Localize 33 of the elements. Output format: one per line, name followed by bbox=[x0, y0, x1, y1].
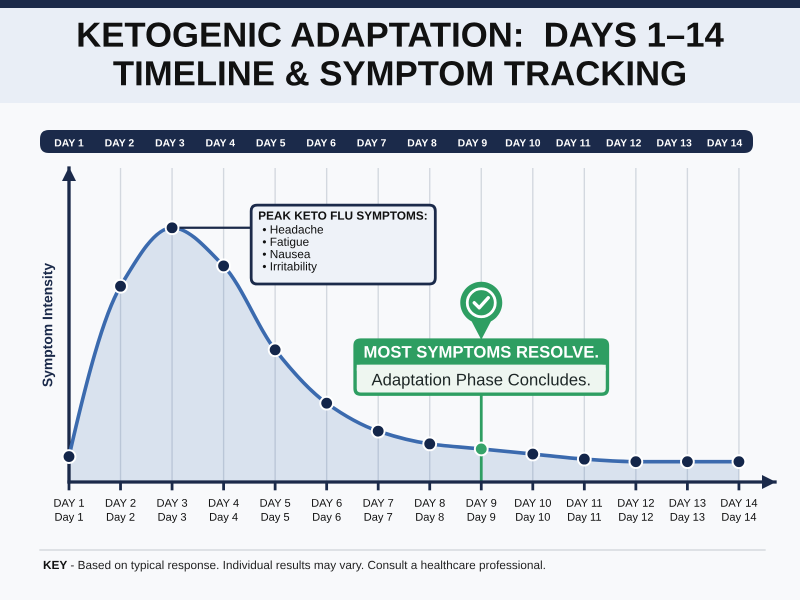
x-tick-label: DAY 11 Day 11 bbox=[567, 499, 602, 524]
x-tick-label: DAY 1 Day 1 bbox=[54, 499, 84, 524]
x-tick-label: DAY 5 Day 5 bbox=[260, 499, 290, 524]
x-tick-label: DAY 10 Day 10 bbox=[515, 498, 551, 524]
x-tick-label: DAY 13 Day 13 bbox=[670, 498, 706, 524]
text: DAY 1 bbox=[54, 139, 84, 146]
x-tick-label: DAY 14 Day 14 bbox=[721, 499, 758, 524]
x-tick-label: DAY 3 Day 3 bbox=[157, 498, 188, 524]
text: DAY 3 bbox=[156, 139, 184, 147]
x-tick-label: DAY 6 Day 6 bbox=[312, 498, 342, 524]
text: DAY 12 bbox=[606, 139, 641, 146]
x-tick-label: DAY 8 Day 8 bbox=[415, 498, 445, 524]
text: DAY 9 bbox=[458, 139, 487, 146]
text: DAY 11 bbox=[556, 139, 590, 146]
text: DAY 6 bbox=[307, 139, 336, 146]
text: KEY - Based on typical response. Individual results may vary. Consult a healthcare professional. bbox=[44, 560, 545, 572]
x-tick-label: DAY 7 Day 7 bbox=[364, 499, 394, 524]
x-tick-label: DAY 9 Day 9 bbox=[466, 498, 496, 524]
text: DAY 4 bbox=[206, 139, 236, 146]
text: DAY 10 bbox=[506, 139, 540, 146]
x-tick-label: DAY 4 Day 4 bbox=[208, 499, 239, 524]
text: DAY 2 bbox=[105, 139, 134, 146]
annotation: PEAK KETO FLU SYMPTOMS: • Headache • Fatigue • Nausea • Irritability bbox=[258, 211, 426, 273]
text: DAY 5 bbox=[256, 139, 286, 146]
y-axis-title: Symptom Intensity bbox=[42, 262, 56, 387]
x-tick-label: DAY 2 Day 2 bbox=[106, 498, 136, 524]
text: DAY 13 bbox=[657, 139, 692, 147]
text: DAY 14 bbox=[708, 139, 742, 146]
text: DAY 8 bbox=[408, 139, 436, 146]
ref-line-label: MOST SYMPTOMS RESOLVE. Adaptation Phase Concludes. bbox=[364, 346, 598, 389]
chart-title: KETOGENIC ADAPTATION: DAYS 1–14 TIMELINE & SYMPTOM TRACKING bbox=[78, 22, 724, 86]
text: DAY 7 bbox=[357, 139, 386, 146]
x-tick-label: DAY 12 Day 12 bbox=[618, 498, 654, 524]
